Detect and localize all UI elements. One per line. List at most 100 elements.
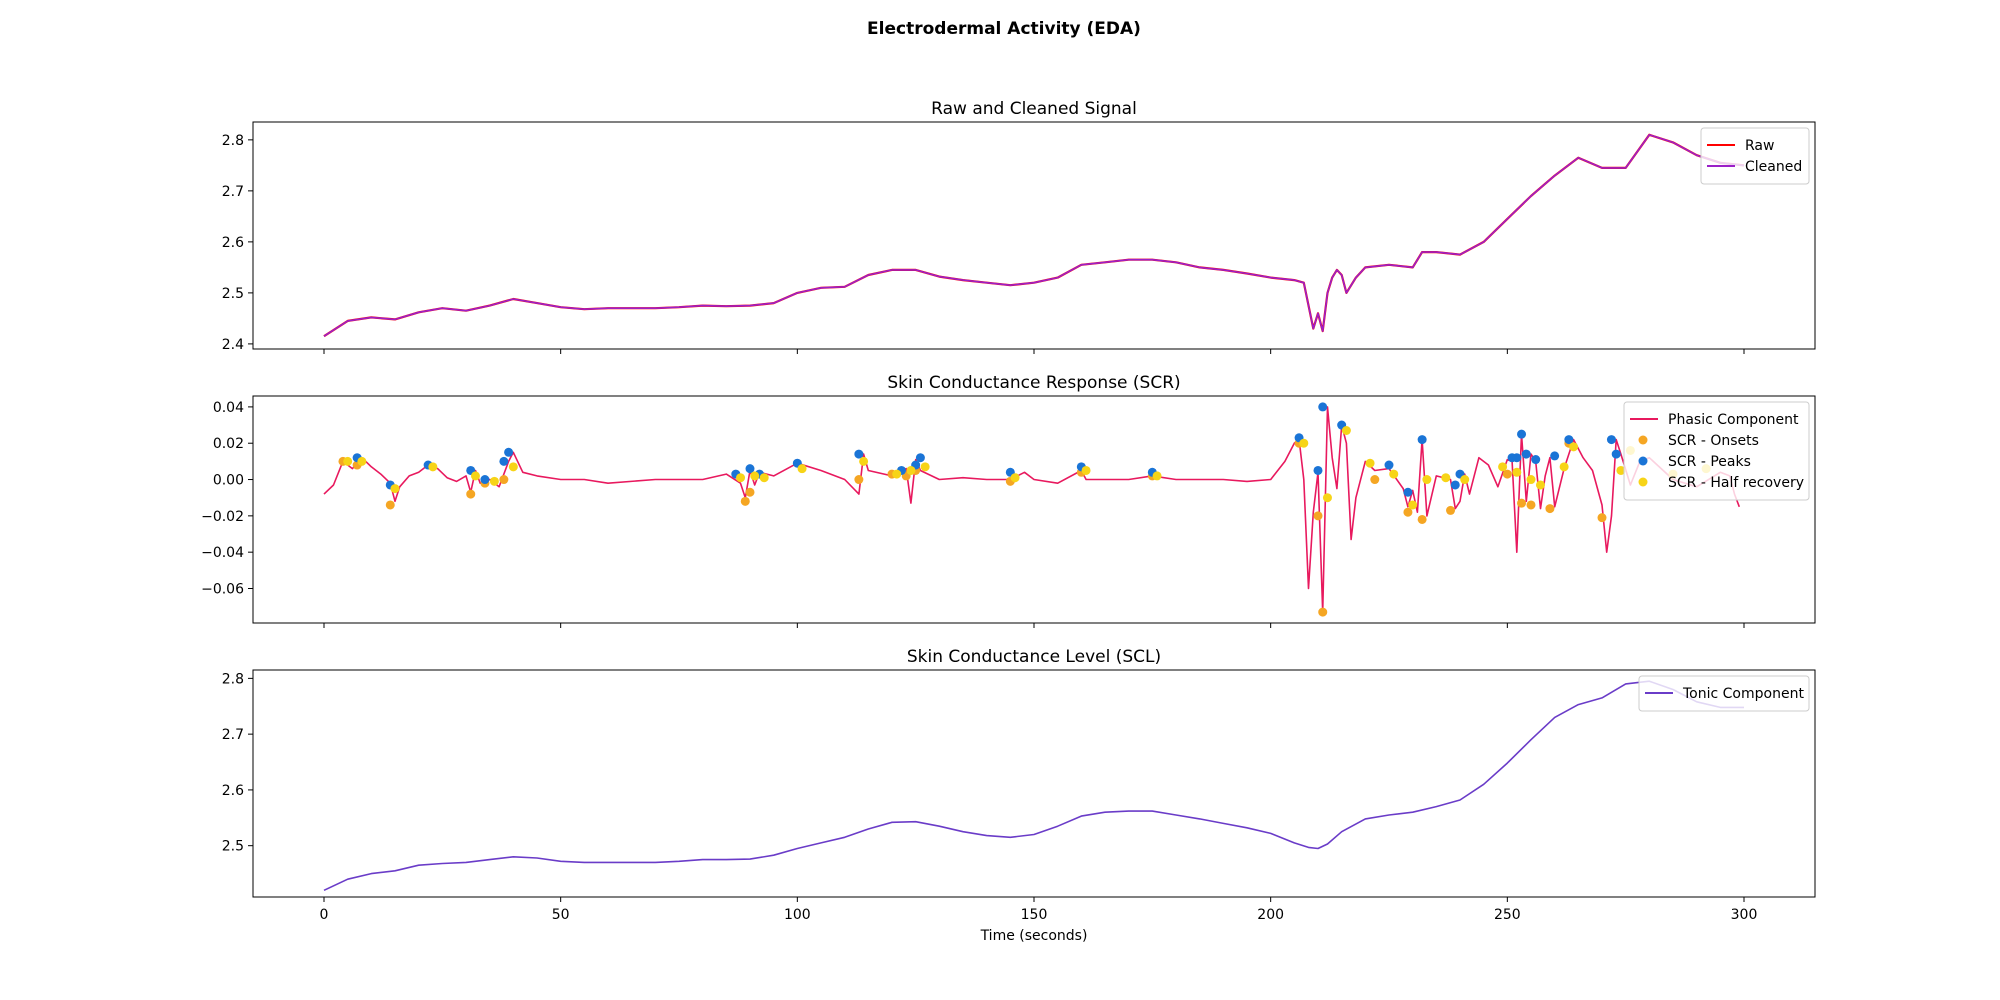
point-scr-half-recovery [1365,458,1375,468]
x-tick-label: 250 [1494,907,1521,923]
legend-label: SCR - Onsets [1668,433,1759,449]
point-scr-peaks [745,464,755,474]
point-scr-peaks [854,449,864,459]
point-scr-half-recovery [906,465,916,475]
point-scr-peaks [1521,449,1531,459]
y-tick-label: 2.5 [222,286,244,302]
point-scr-half-recovery [1616,465,1626,475]
point-scr-peaks [1512,453,1522,463]
point-scr-half-recovery [1526,475,1536,485]
point-scr-peaks [1403,487,1413,497]
y-tick-label: 2.4 [222,337,244,353]
legend: Phasic Component SCR - Onsets SCR - Peaks S… [1623,401,1810,501]
point-scr-peaks [1611,449,1621,459]
point-scr-peaks [1564,435,1574,445]
point-scr-half-recovery [1569,442,1579,452]
legend-box [1638,675,1810,712]
x-axis-label: Time (seconds) [980,928,1088,944]
point-scr-peaks [1417,435,1427,445]
point-scr-half-recovery [1422,475,1432,485]
point-scr-onsets [1502,469,1512,479]
series-line-cleaned [323,134,1745,337]
series-line-phasic-component [323,406,1741,613]
legend-label: Cleaned [1745,159,1802,175]
x-tick-label: 50 [552,907,570,923]
point-scr-half-recovery [357,456,367,466]
series-line-tonic-component [323,680,1744,892]
legend-marker [1638,477,1648,487]
point-scr-peaks [1606,435,1616,445]
legend-label: Raw [1745,138,1774,154]
series-line-raw [323,133,1745,338]
point-scr-half-recovery [750,471,760,481]
point-scr-half-recovery [1408,500,1418,510]
point-scr-onsets [466,489,476,499]
y-tick-label: 2.7 [222,727,244,743]
legend-marker [1638,456,1648,466]
point-scr-half-recovery [1152,471,1162,481]
point-scr-onsets [1517,498,1527,508]
point-scr-half-recovery [428,462,438,472]
point-scr-peaks [915,453,925,463]
legend-label: Phasic Component [1668,412,1799,428]
point-scr-half-recovery [1512,467,1522,477]
y-tick-label: 0.02 [213,436,244,452]
y-tick-label: −0.04 [201,545,244,561]
point-scr-half-recovery [736,473,746,483]
chart-title: Raw and Cleaned Signal [931,99,1137,119]
point-scr-half-recovery [797,464,807,474]
point-scr-peaks [1550,451,1560,461]
point-scr-onsets [1597,513,1607,523]
chart-title: Skin Conductance Level (SCL) [907,647,1161,667]
point-scr-peaks [1531,455,1541,465]
point-scr-half-recovery [390,484,400,494]
point-scr-half-recovery [470,471,480,481]
y-tick-label: 0.04 [213,400,244,416]
point-scr-half-recovery [920,462,930,472]
point-scr-half-recovery [1535,480,1545,490]
point-scr-half-recovery [1341,426,1351,436]
point-scr-half-recovery [759,473,769,483]
point-scr-half-recovery [343,456,353,466]
x-tick-label: 0 [320,907,329,923]
legend-label: Tonic Component [1682,686,1804,702]
point-scr-onsets [499,475,509,485]
point-scr-peaks [1450,480,1460,490]
plot-area [323,402,1741,617]
point-scr-half-recovery [1010,473,1020,483]
point-scr-peaks [1313,465,1323,475]
axes-frame [252,121,1816,350]
axes-frame [252,395,1816,624]
point-scr-onsets [1526,500,1536,510]
point-scr-half-recovery [859,456,869,466]
point-scr-peaks [504,447,514,457]
y-tick-label: 0.00 [213,473,244,489]
point-scr-half-recovery [508,462,518,472]
point-scr-half-recovery [892,469,902,479]
point-scr-onsets [1545,504,1555,514]
point-scr-half-recovery [489,476,499,486]
chart-scl: Skin Conductance Level (SCL) 2.5 2.6 2.7 2.8… [222,647,1816,944]
point-scr-half-recovery [1441,473,1451,483]
legend-box [1623,401,1810,501]
plot-area [323,680,1744,892]
point-scr-onsets [385,500,395,510]
legend: Tonic Component [1638,675,1810,712]
point-scr-onsets [1417,514,1427,524]
point-scr-peaks [1318,402,1328,412]
chart-raw-cleaned: Raw and Cleaned Signal 2.4 2.5 2.6 2.7 2.8 Raw… [222,99,1816,354]
y-tick-label: 2.8 [222,133,244,149]
y-tick-label: 2.7 [222,184,244,200]
legend: Raw Cleaned [1700,127,1810,185]
x-tick-label: 200 [1257,907,1284,923]
point-scr-half-recovery [1389,469,1399,479]
point-scr-onsets [1313,511,1323,521]
y-tick-label: 2.5 [222,839,244,855]
y-tick-label: 2.6 [222,235,244,251]
point-scr-half-recovery [1299,438,1309,448]
point-scr-peaks [1517,429,1527,439]
point-scr-half-recovery [1498,462,1508,472]
point-scr-half-recovery [1460,475,1470,485]
point-scr-onsets [1318,607,1328,617]
chart-panels: Raw and Cleaned Signal 2.4 2.5 2.6 2.7 2.8 Raw… [201,99,1816,944]
